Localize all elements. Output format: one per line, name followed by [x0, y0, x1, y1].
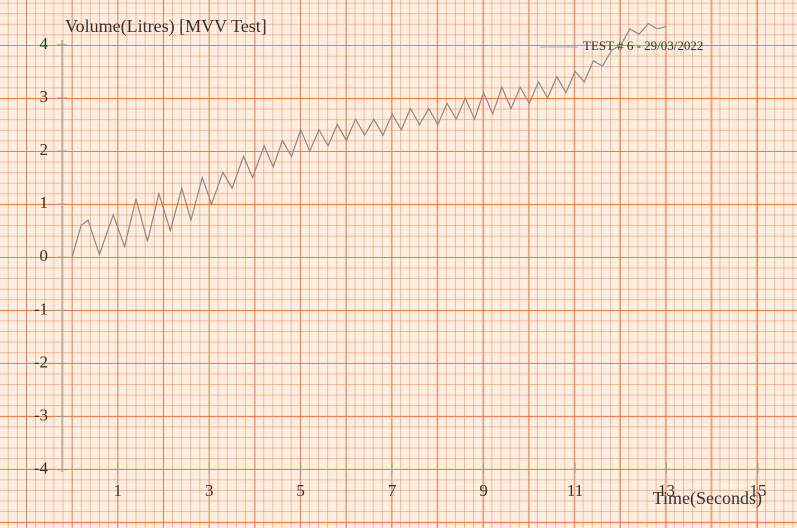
- y-tick-label: -3: [34, 405, 48, 424]
- x-tick-label: 3: [205, 481, 214, 500]
- chart-title: Volume(Litres) [MVV Test]: [65, 16, 267, 37]
- x-axis-label: Time(Seconds): [653, 488, 762, 509]
- x-tick-label: 9: [479, 481, 488, 500]
- x-tick-label: 1: [113, 481, 122, 500]
- y-tick-label: 2: [40, 140, 49, 159]
- y-tick-label: -2: [34, 352, 48, 371]
- volume-trace: [71, 22, 667, 258]
- y-tick-label: -4: [34, 459, 49, 478]
- x-tick-label: 7: [388, 481, 397, 500]
- x-tick-label: 11: [567, 481, 583, 500]
- y-tick-label: 0: [40, 246, 49, 265]
- x-tick-label: 15: [750, 481, 767, 500]
- y-tick-label: 4: [40, 34, 49, 53]
- y-tick-label: -1: [34, 299, 48, 318]
- x-tick-label: 13: [658, 481, 675, 500]
- annotation: TEST # 6 - 29/03/2022: [583, 38, 703, 53]
- x-tick-label: 5: [296, 481, 305, 500]
- y-tick-label: 1: [40, 193, 49, 212]
- y-tick-label: 3: [40, 87, 49, 106]
